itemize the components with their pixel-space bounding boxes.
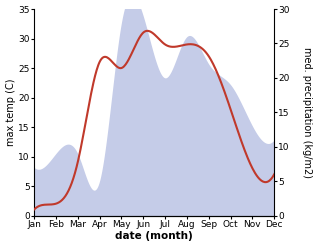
X-axis label: date (month): date (month) bbox=[115, 231, 193, 242]
Y-axis label: max temp (C): max temp (C) bbox=[5, 79, 16, 146]
Y-axis label: med. precipitation (kg/m2): med. precipitation (kg/m2) bbox=[302, 47, 313, 178]
